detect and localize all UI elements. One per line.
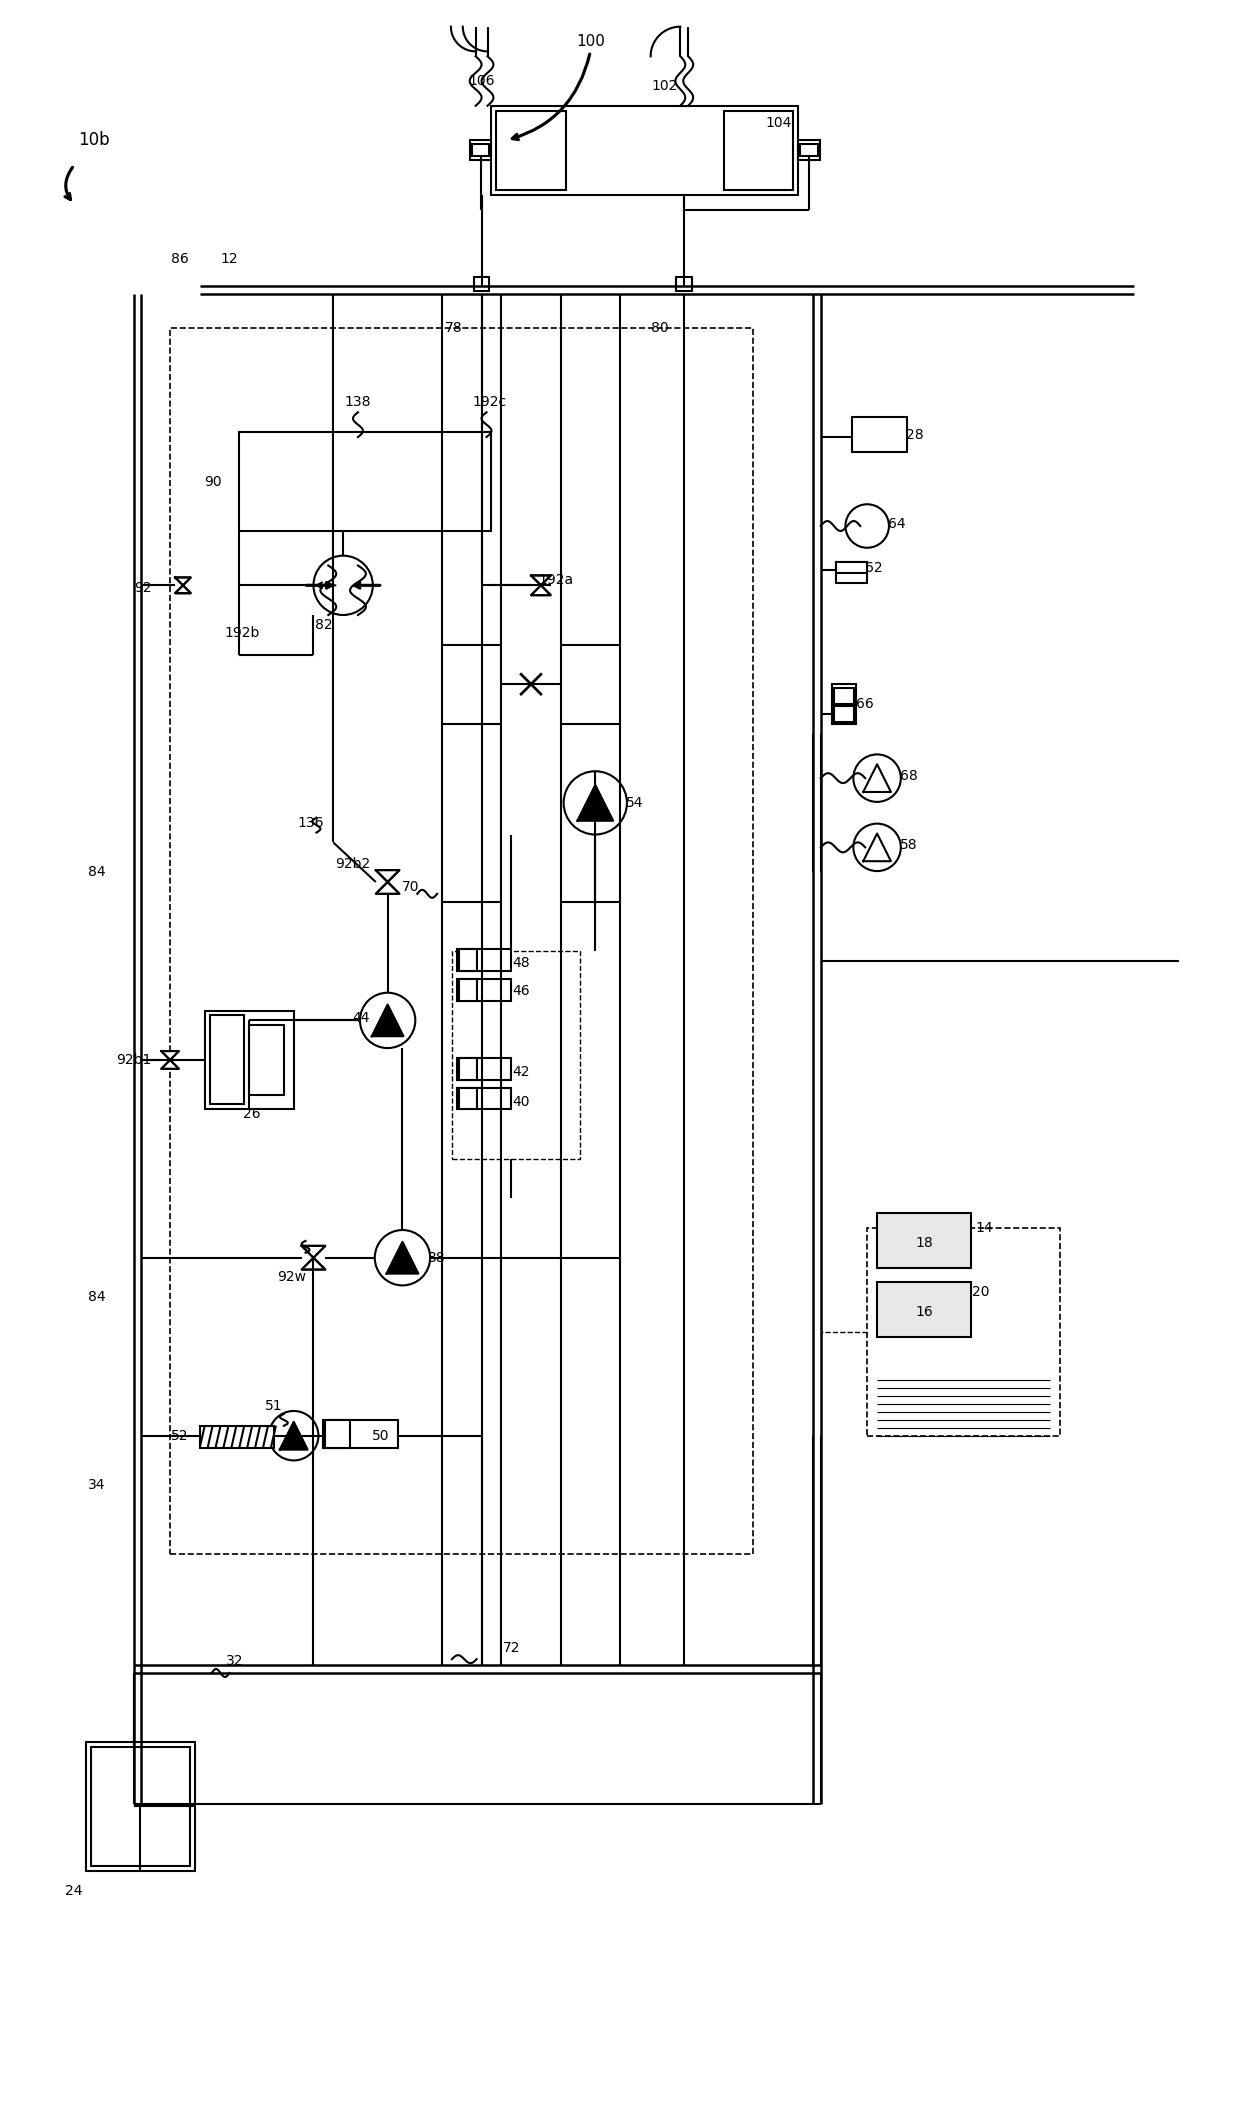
- Bar: [456, 1058, 511, 1079]
- Bar: [210, 1016, 244, 1105]
- Bar: [205, 1010, 294, 1109]
- Bar: [456, 948, 511, 972]
- Text: 38: 38: [428, 1250, 446, 1265]
- Bar: [200, 1426, 274, 1447]
- Text: 62: 62: [866, 560, 883, 574]
- Text: 102: 102: [651, 78, 678, 93]
- Text: 80: 80: [651, 321, 668, 336]
- Text: 51: 51: [265, 1398, 283, 1413]
- Polygon shape: [161, 1052, 179, 1069]
- Text: 68: 68: [900, 769, 918, 784]
- Bar: [170, 327, 754, 1554]
- Bar: [451, 950, 580, 1159]
- Bar: [470, 139, 491, 161]
- Bar: [324, 1419, 398, 1447]
- Bar: [836, 562, 867, 574]
- Text: 28: 28: [906, 429, 924, 441]
- Text: 82: 82: [315, 619, 332, 631]
- Bar: [833, 705, 854, 722]
- Bar: [471, 144, 490, 156]
- Bar: [325, 1419, 350, 1447]
- Text: 44: 44: [352, 1012, 370, 1026]
- Text: 52: 52: [171, 1428, 188, 1442]
- Text: 14: 14: [975, 1221, 993, 1236]
- Text: 192c: 192c: [472, 395, 507, 410]
- Text: 192a: 192a: [538, 572, 573, 587]
- Polygon shape: [387, 1242, 418, 1274]
- Text: 92b1: 92b1: [115, 1054, 151, 1067]
- Bar: [91, 1747, 190, 1865]
- Polygon shape: [280, 1421, 308, 1449]
- Bar: [474, 277, 490, 291]
- Bar: [459, 1088, 476, 1109]
- Text: 92b2: 92b2: [335, 857, 371, 870]
- Text: 104: 104: [765, 116, 791, 129]
- Text: 100: 100: [575, 34, 605, 49]
- Text: 24: 24: [66, 1884, 83, 1897]
- Text: 26: 26: [243, 1107, 260, 1121]
- Text: 70: 70: [402, 881, 419, 893]
- Polygon shape: [301, 1246, 325, 1269]
- Bar: [676, 277, 692, 291]
- Text: 72: 72: [502, 1641, 520, 1656]
- Bar: [249, 1024, 284, 1094]
- Bar: [456, 1088, 511, 1109]
- Bar: [877, 1212, 971, 1267]
- Bar: [724, 110, 794, 190]
- Text: 46: 46: [512, 984, 529, 997]
- Text: 64: 64: [888, 517, 905, 530]
- Bar: [867, 1227, 1060, 1436]
- Text: 192b: 192b: [224, 625, 260, 640]
- Text: 10b: 10b: [78, 131, 110, 150]
- Text: 84: 84: [88, 1290, 105, 1305]
- Text: 16: 16: [915, 1305, 934, 1320]
- Polygon shape: [175, 577, 191, 593]
- Text: 92w: 92w: [278, 1271, 306, 1284]
- Bar: [496, 110, 565, 190]
- Bar: [459, 948, 476, 972]
- Polygon shape: [578, 786, 613, 822]
- Text: 50: 50: [372, 1428, 389, 1442]
- Text: 78: 78: [445, 321, 463, 336]
- Bar: [456, 978, 511, 1001]
- Text: 42: 42: [512, 1064, 529, 1079]
- Text: 92: 92: [135, 581, 153, 596]
- Text: 20: 20: [972, 1286, 990, 1299]
- Text: 106: 106: [469, 74, 495, 89]
- Text: 84: 84: [88, 866, 105, 879]
- Text: 138: 138: [345, 395, 371, 410]
- Text: 12: 12: [221, 251, 238, 266]
- Text: 40: 40: [512, 1096, 529, 1109]
- Text: 32: 32: [226, 1654, 243, 1668]
- Text: 86: 86: [171, 251, 188, 266]
- Bar: [833, 689, 854, 703]
- Polygon shape: [376, 870, 399, 893]
- Polygon shape: [531, 574, 551, 596]
- Text: 18: 18: [915, 1236, 934, 1250]
- Bar: [836, 562, 867, 583]
- Text: 34: 34: [88, 1478, 105, 1493]
- Bar: [852, 418, 906, 452]
- Bar: [877, 1282, 971, 1337]
- Bar: [799, 139, 820, 161]
- Bar: [239, 433, 491, 530]
- Bar: [491, 106, 799, 194]
- Text: 136: 136: [298, 815, 324, 830]
- Bar: [459, 1058, 476, 1079]
- Bar: [86, 1742, 195, 1871]
- Text: 90: 90: [203, 475, 222, 488]
- Text: 54: 54: [626, 796, 644, 809]
- Text: 48: 48: [512, 957, 529, 969]
- Text: 58: 58: [900, 838, 918, 853]
- Text: 66: 66: [857, 697, 874, 712]
- Bar: [832, 684, 857, 724]
- Polygon shape: [372, 1005, 403, 1037]
- Bar: [800, 144, 817, 156]
- Bar: [459, 978, 476, 1001]
